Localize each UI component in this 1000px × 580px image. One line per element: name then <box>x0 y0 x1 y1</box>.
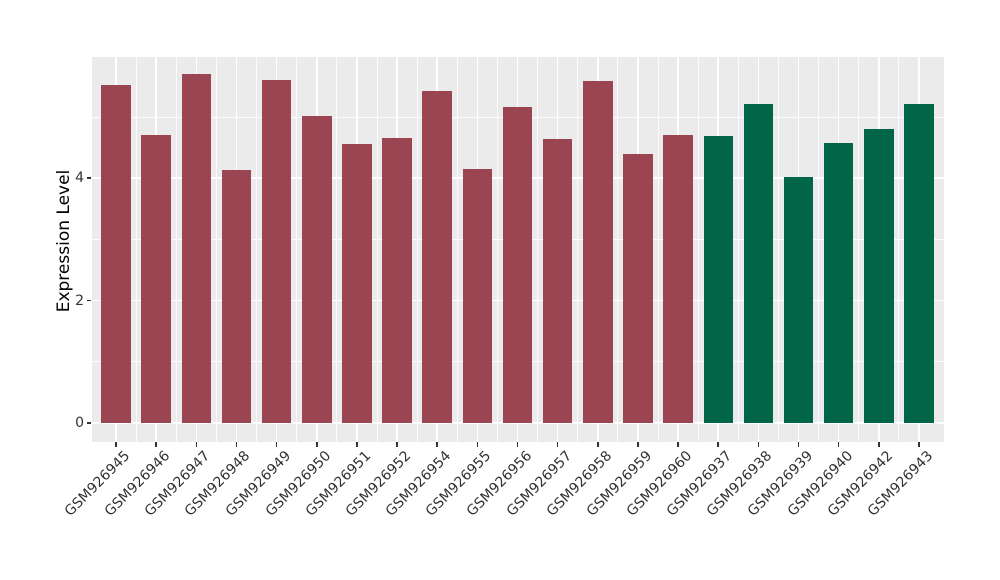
gridline-v-minor <box>577 57 579 442</box>
bar-GSM926948 <box>221 170 252 423</box>
x-tick-mark <box>677 442 679 447</box>
bar-GSM926945 <box>101 85 131 423</box>
bar-GSM926960 <box>663 134 693 423</box>
bar-GSM926952 <box>382 137 412 423</box>
bar-GSM926942 <box>864 129 894 423</box>
gridline-v-minor <box>537 57 539 442</box>
gridline-v-minor <box>496 57 498 442</box>
x-tick-mark <box>717 442 720 447</box>
x-tick-mark <box>356 442 358 447</box>
gridline-v-minor <box>456 57 458 442</box>
bar-GSM926958 <box>583 80 613 423</box>
gridline-v-minor <box>336 57 338 442</box>
bar-GSM926955 <box>462 169 493 423</box>
x-tick-mark <box>516 442 519 447</box>
bar-GSM926937 <box>703 135 733 423</box>
bar-GSM926957 <box>542 139 573 423</box>
bar-GSM926947 <box>181 73 212 423</box>
x-tick-mark <box>878 442 880 447</box>
y-tick-mark <box>86 422 91 424</box>
x-tick-mark <box>757 442 760 447</box>
bar-GSM926943 <box>904 104 934 423</box>
x-tick-mark <box>797 442 800 447</box>
gridline-v-minor <box>135 57 137 442</box>
x-tick-mark <box>235 442 238 447</box>
gridline-v-minor <box>657 57 659 442</box>
x-tick-mark <box>556 442 559 447</box>
x-tick-mark <box>195 442 198 447</box>
y-tick-label: 4 <box>75 170 84 187</box>
x-tick-mark <box>155 442 157 447</box>
x-tick-mark <box>918 442 920 447</box>
y-tick-label: 0 <box>75 415 84 431</box>
gridline-v-minor <box>858 57 860 442</box>
plot-panel <box>92 57 944 442</box>
x-tick-mark <box>597 442 599 447</box>
bar-GSM926938 <box>743 104 774 423</box>
gridline-v-minor <box>898 57 900 442</box>
gridline-v-minor <box>256 57 257 442</box>
y-tick-label: 2 <box>75 292 84 309</box>
x-tick-mark <box>436 442 438 447</box>
x-tick-mark <box>476 442 479 447</box>
x-tick-mark <box>396 442 398 447</box>
x-tick-mark <box>275 442 278 447</box>
x-tick-mark <box>115 442 117 447</box>
gridline-v-minor <box>175 57 177 442</box>
gridline-v-minor <box>617 57 619 442</box>
bar-GSM926939 <box>783 176 814 423</box>
bar-GSM926950 <box>302 115 332 423</box>
bar-GSM926956 <box>502 107 533 423</box>
x-tick-mark <box>315 442 318 447</box>
bar-GSM926946 <box>141 134 171 423</box>
gridline-v-minor <box>737 57 739 442</box>
gridline-v-minor <box>215 57 217 442</box>
bar-GSM926959 <box>623 154 653 423</box>
bar-GSM926940 <box>823 143 854 423</box>
gridline-v-minor <box>296 57 298 442</box>
bar-GSM926951 <box>342 143 372 423</box>
gridline-v-minor <box>376 57 378 442</box>
y-tick-mark <box>86 299 91 302</box>
x-tick-mark <box>637 442 639 447</box>
gridline-v-minor <box>818 57 820 442</box>
gridline-v-minor <box>697 57 699 442</box>
y-tick-mark <box>86 177 91 179</box>
gridline-v-minor <box>416 57 418 442</box>
gridline-v-minor <box>778 57 779 442</box>
bar-GSM926949 <box>261 80 292 423</box>
bar-GSM926954 <box>422 90 452 423</box>
x-tick-mark <box>837 442 840 447</box>
